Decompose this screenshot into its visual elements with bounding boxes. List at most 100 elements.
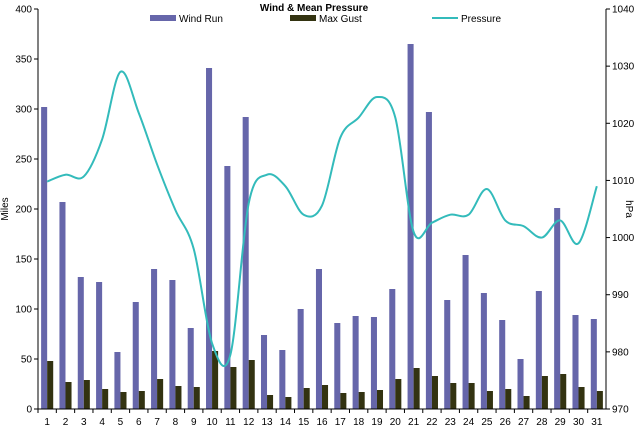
legend-max-gust-swatch xyxy=(290,15,316,21)
x-tick-label: 13 xyxy=(261,417,273,428)
wind-run-bar xyxy=(315,269,322,409)
wind-run-bar xyxy=(41,107,48,409)
legend-pressure-label: Pressure xyxy=(461,14,501,25)
x-tick-label: 28 xyxy=(536,417,548,428)
wind-run-bar xyxy=(370,317,377,409)
wind-run-bar xyxy=(260,335,268,409)
x-tick-label: 31 xyxy=(591,417,603,428)
max-gust-bar xyxy=(560,374,567,409)
x-tick-label: 11 xyxy=(225,417,236,428)
legend-wind-run-label: Wind Run xyxy=(179,14,223,25)
x-tick-label: 17 xyxy=(335,417,347,428)
wind-run-bar xyxy=(114,352,121,409)
max-gust-bar xyxy=(486,391,493,409)
y2-tick-label: 990 xyxy=(612,290,629,301)
x-tick-label: 27 xyxy=(518,417,530,428)
x-tick-label: 29 xyxy=(555,417,567,428)
pressure-line xyxy=(46,70,598,367)
x-tick-label: 9 xyxy=(191,417,197,428)
wind-run-bar xyxy=(132,302,139,409)
x-tick-label: 20 xyxy=(390,417,402,428)
max-gust-bar xyxy=(120,392,127,409)
x-tick-label: 3 xyxy=(81,417,87,428)
y-tick-label: 100 xyxy=(15,305,32,316)
chart-title: Wind & Mean Pressure xyxy=(260,3,369,14)
wind-run-bar xyxy=(206,68,213,409)
max-gust-bar xyxy=(157,379,164,409)
max-gust-bar xyxy=(175,386,182,409)
x-tick-label: 30 xyxy=(573,417,585,428)
y2-tick-label: 1030 xyxy=(612,62,635,73)
max-gust-bar xyxy=(505,389,512,409)
x-tick-label: 18 xyxy=(353,417,365,428)
wind-run-bar xyxy=(169,280,176,409)
y-tick-label: 400 xyxy=(15,5,32,16)
y-tick-label: 350 xyxy=(15,55,32,66)
y-tick-label: 250 xyxy=(15,155,32,166)
wind-run-bar xyxy=(590,319,597,409)
max-gust-bar xyxy=(340,393,347,409)
wind-run-bar xyxy=(499,320,506,409)
y2-tick-label: 1010 xyxy=(612,176,635,187)
y2-tick-label: 1000 xyxy=(612,233,635,244)
max-gust-bar xyxy=(47,361,54,409)
wind-run-bar xyxy=(187,328,194,409)
legend-wind-run-swatch xyxy=(150,15,176,21)
max-gust-bar xyxy=(230,367,237,409)
wind-run-bar xyxy=(407,44,414,409)
max-gust-bar xyxy=(358,392,365,409)
max-gust-bar xyxy=(65,382,72,409)
x-tick-label: 25 xyxy=(481,417,493,428)
y2-axis-title: hPa xyxy=(623,200,634,218)
wind-run-bar xyxy=(480,293,487,409)
max-gust-bar xyxy=(138,391,145,409)
x-tick-label: 2 xyxy=(63,417,69,428)
wind-run-bar xyxy=(279,350,286,409)
max-gust-bar xyxy=(578,387,585,409)
max-gust-bar xyxy=(193,387,200,409)
axes: 0501001502002503003504009709809901000101… xyxy=(15,5,634,429)
max-gust-bar xyxy=(102,389,109,409)
max-gust-bar xyxy=(248,360,255,409)
wind-run-bar xyxy=(425,112,432,409)
x-tick-label: 10 xyxy=(207,417,219,428)
wind-run-bar xyxy=(444,300,451,409)
wind-run-bar xyxy=(535,291,542,409)
wind-run-bar xyxy=(334,323,341,409)
max-gust-bar xyxy=(267,395,274,409)
wind-run-bar xyxy=(554,208,561,409)
max-gust-bar xyxy=(450,383,457,409)
y2-tick-label: 1040 xyxy=(612,5,635,16)
x-tick-label: 5 xyxy=(118,417,124,428)
x-tick-label: 6 xyxy=(136,417,142,428)
max-gust-bar xyxy=(212,351,219,409)
x-tick-label: 21 xyxy=(408,417,420,428)
wind-run-bar xyxy=(59,202,66,409)
max-gust-bar xyxy=(285,397,292,409)
x-tick-label: 14 xyxy=(280,417,292,428)
max-gust-bar xyxy=(303,388,310,409)
bars xyxy=(41,44,603,409)
x-tick-label: 23 xyxy=(445,417,457,428)
wind-run-bar xyxy=(224,166,231,409)
wind-run-bar xyxy=(242,117,249,409)
x-tick-label: 1 xyxy=(44,417,50,428)
pressure-series-line xyxy=(46,70,598,367)
x-tick-label: 22 xyxy=(426,417,438,428)
y-tick-label: 200 xyxy=(15,205,32,216)
y-tick-label: 0 xyxy=(26,405,32,416)
wind-run-bar xyxy=(96,282,103,409)
y2-tick-label: 970 xyxy=(612,405,629,416)
y2-tick-label: 980 xyxy=(612,347,629,358)
wind-run-bar xyxy=(297,309,304,409)
max-gust-bar xyxy=(395,379,402,409)
wind-run-bar xyxy=(517,359,524,409)
max-gust-bar xyxy=(413,368,420,409)
max-gust-bar xyxy=(322,385,329,409)
legend-max-gust-label: Max Gust xyxy=(319,14,362,25)
y-tick-label: 150 xyxy=(15,255,32,266)
wind-run-bar xyxy=(389,289,396,409)
y-axis-title: Miles xyxy=(0,197,11,220)
x-tick-label: 7 xyxy=(154,417,160,428)
